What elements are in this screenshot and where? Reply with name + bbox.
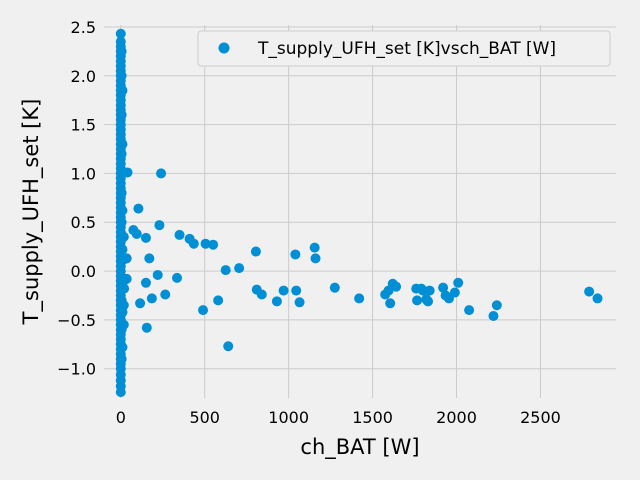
data-point bbox=[438, 282, 449, 293]
y-tick-label: −1.0 bbox=[57, 360, 96, 379]
data-point bbox=[453, 277, 464, 288]
x-tick-label: 0 bbox=[116, 408, 126, 427]
data-point bbox=[592, 293, 603, 304]
data-point bbox=[294, 297, 305, 308]
data-point bbox=[131, 228, 142, 239]
data-point bbox=[172, 272, 183, 283]
data-point bbox=[135, 298, 146, 309]
data-point bbox=[271, 296, 282, 307]
data-point bbox=[584, 286, 595, 297]
data-point bbox=[144, 253, 155, 264]
data-point bbox=[213, 295, 224, 306]
data-point bbox=[117, 342, 128, 353]
data-point bbox=[141, 322, 152, 333]
x-tick-label: 1000 bbox=[268, 408, 309, 427]
legend-marker bbox=[218, 42, 230, 54]
data-point bbox=[122, 167, 133, 178]
y-tick-label: 1.0 bbox=[71, 164, 96, 183]
data-point bbox=[174, 229, 185, 240]
data-point bbox=[133, 203, 144, 214]
y-tick-label: 0.5 bbox=[71, 213, 96, 232]
data-point bbox=[449, 287, 460, 298]
data-point bbox=[116, 148, 127, 159]
x-tick-label: 500 bbox=[189, 408, 220, 427]
data-point bbox=[291, 285, 302, 296]
data-point bbox=[156, 168, 167, 179]
data-point bbox=[290, 249, 301, 260]
data-point bbox=[223, 341, 234, 352]
legend-entry-label: T_supply_UFH_set [K]vsch_BAT [W] bbox=[257, 39, 556, 59]
data-point bbox=[385, 298, 396, 309]
data-point bbox=[140, 277, 151, 288]
data-point bbox=[121, 253, 132, 264]
data-point bbox=[424, 285, 435, 296]
data-point bbox=[310, 253, 321, 264]
data-point bbox=[188, 238, 199, 249]
x-tick-label: 2000 bbox=[436, 408, 477, 427]
y-tick-label: 2.0 bbox=[71, 67, 96, 86]
data-point bbox=[309, 242, 320, 253]
data-point bbox=[121, 273, 132, 284]
data-point bbox=[278, 285, 289, 296]
legend-box bbox=[197, 30, 611, 67]
data-point bbox=[208, 239, 219, 250]
y-tick-labels: −1.0 −0.5 0.0 0.5 1.0 1.5 2.0 2.5 bbox=[57, 18, 96, 379]
data-point bbox=[116, 353, 127, 364]
data-point bbox=[152, 269, 163, 280]
data-point bbox=[118, 319, 129, 330]
data-point bbox=[256, 289, 267, 300]
data-point bbox=[200, 238, 211, 249]
data-point bbox=[116, 70, 127, 81]
data-point bbox=[115, 36, 126, 47]
data-point bbox=[117, 85, 128, 96]
y-tick-label: −0.5 bbox=[57, 311, 96, 330]
data-point bbox=[117, 205, 128, 216]
x-tick-label: 2500 bbox=[520, 408, 561, 427]
x-axis-label: ch_BAT [W] bbox=[300, 435, 419, 460]
data-point bbox=[116, 217, 127, 228]
y-tick-label: 1.5 bbox=[71, 116, 96, 135]
y-tick-label: 0.0 bbox=[71, 262, 96, 281]
data-point bbox=[116, 109, 127, 120]
data-point bbox=[354, 293, 365, 304]
grid bbox=[104, 25, 616, 398]
x-tick-labels: 0 500 1000 1500 2000 2500 bbox=[116, 408, 561, 427]
data-point bbox=[412, 295, 423, 306]
data-point bbox=[160, 289, 171, 300]
data-point bbox=[117, 244, 128, 255]
data-point bbox=[119, 283, 130, 294]
data-point bbox=[488, 310, 499, 321]
data-point bbox=[115, 28, 126, 39]
data-point bbox=[391, 281, 402, 292]
data-point bbox=[250, 246, 261, 257]
data-point bbox=[117, 139, 128, 150]
data-point bbox=[464, 305, 475, 316]
data-point bbox=[140, 232, 151, 243]
data-point bbox=[329, 282, 340, 293]
data-point bbox=[154, 220, 165, 231]
data-point bbox=[198, 305, 209, 316]
y-axis-label: T_supply_UFH_set [K] bbox=[19, 99, 44, 326]
data-points bbox=[115, 28, 603, 398]
data-point bbox=[146, 293, 157, 304]
data-point bbox=[118, 300, 129, 311]
data-point bbox=[491, 300, 502, 311]
y-tick-label: 2.5 bbox=[71, 18, 96, 37]
data-point bbox=[422, 296, 433, 307]
x-tick-label: 1500 bbox=[352, 408, 393, 427]
data-point bbox=[116, 46, 127, 57]
data-point bbox=[234, 263, 245, 274]
data-point bbox=[116, 187, 127, 198]
plot-area bbox=[104, 25, 616, 398]
legend: T_supply_UFH_set [K]vsch_BAT [W] bbox=[197, 30, 611, 67]
data-point bbox=[118, 231, 129, 242]
data-point bbox=[220, 265, 231, 276]
